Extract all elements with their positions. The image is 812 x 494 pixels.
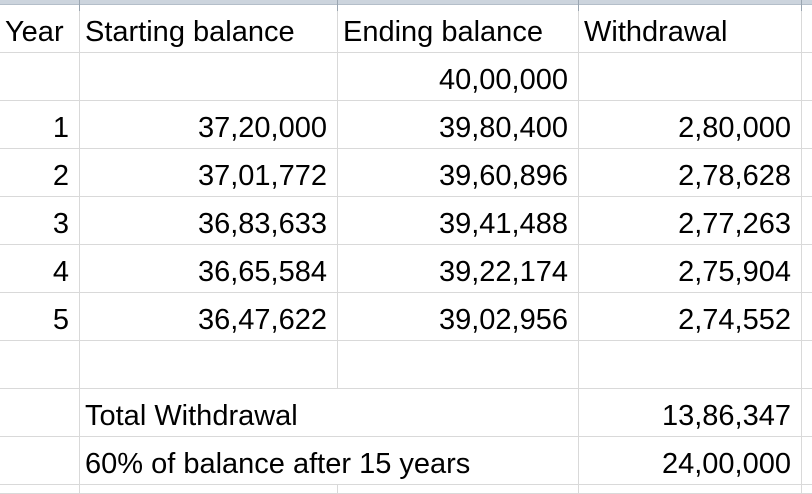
cell-ending-balance[interactable]: 39,80,400: [338, 101, 579, 149]
partial-row-cell: [338, 485, 579, 494]
cell-year[interactable]: 4: [0, 245, 80, 293]
cell-ending-balance[interactable]: 40,00,000: [338, 53, 579, 101]
cell-starting-balance[interactable]: 37,20,000: [80, 101, 338, 149]
partial-row-cell: [0, 485, 80, 494]
cell-year[interactable]: 5: [0, 293, 80, 341]
cell-withdrawal[interactable]: [579, 53, 802, 101]
cell-ending-balance[interactable]: 39,41,488: [338, 197, 579, 245]
header-cell-withdrawal[interactable]: Withdrawal: [579, 5, 802, 53]
cell-starting-balance[interactable]: 36,83,633: [80, 197, 338, 245]
cell-withdrawal[interactable]: 2,80,000: [579, 101, 802, 149]
partial-column-sliver: [802, 101, 812, 149]
cell-year[interactable]: [0, 53, 80, 101]
partial-column-sliver: [802, 5, 812, 53]
cell-withdrawal[interactable]: 2,78,628: [579, 149, 802, 197]
empty-cell[interactable]: [0, 389, 80, 437]
empty-cell[interactable]: [579, 341, 802, 389]
partial-column-sliver: [802, 341, 812, 389]
partial-row-cell: [579, 485, 802, 494]
cell-withdrawal[interactable]: 2,75,904: [579, 245, 802, 293]
partial-column-sliver: [802, 245, 812, 293]
column-divider-stub: [578, 0, 579, 11]
column-header-strip: [802, 0, 812, 5]
summary-label-total-withdrawal[interactable]: Total Withdrawal: [80, 389, 579, 437]
column-divider-stub: [79, 0, 80, 11]
cell-year[interactable]: 1: [0, 101, 80, 149]
empty-cell[interactable]: [80, 341, 338, 389]
cell-starting-balance[interactable]: 36,65,584: [80, 245, 338, 293]
cell-year[interactable]: 2: [0, 149, 80, 197]
cell-withdrawal[interactable]: 2,74,552: [579, 293, 802, 341]
cell-starting-balance[interactable]: 37,01,772: [80, 149, 338, 197]
partial-column-sliver: [802, 53, 812, 101]
partial-column-sliver: [802, 389, 812, 437]
cell-ending-balance[interactable]: 39,22,174: [338, 245, 579, 293]
header-cell-year[interactable]: Year: [0, 5, 80, 53]
cell-ending-balance[interactable]: 39,60,896: [338, 149, 579, 197]
summary-value-60pct-balance[interactable]: 24,00,000: [579, 437, 802, 485]
partial-column-sliver: [802, 197, 812, 245]
summary-label-60pct-balance[interactable]: 60% of balance after 15 years: [80, 437, 579, 485]
header-cell-ending-balance[interactable]: Ending balance: [338, 5, 579, 53]
column-divider-stub: [801, 0, 802, 11]
cell-starting-balance[interactable]: 36,47,622: [80, 293, 338, 341]
partial-column-sliver: [802, 437, 812, 485]
cell-withdrawal[interactable]: 2,77,263: [579, 197, 802, 245]
partial-column-sliver: [802, 293, 812, 341]
empty-cell[interactable]: [0, 437, 80, 485]
partial-row-cell: [80, 485, 338, 494]
header-cell-starting-balance[interactable]: Starting balance: [80, 5, 338, 53]
cell-ending-balance[interactable]: 39,02,956: [338, 293, 579, 341]
cell-starting-balance[interactable]: [80, 53, 338, 101]
summary-value-total-withdrawal[interactable]: 13,86,347: [579, 389, 802, 437]
cell-year[interactable]: 3: [0, 197, 80, 245]
partial-column-sliver: [802, 485, 812, 494]
column-divider-stub: [337, 0, 338, 11]
empty-cell[interactable]: [338, 341, 579, 389]
partial-column-sliver: [802, 149, 812, 197]
empty-cell[interactable]: [0, 341, 80, 389]
